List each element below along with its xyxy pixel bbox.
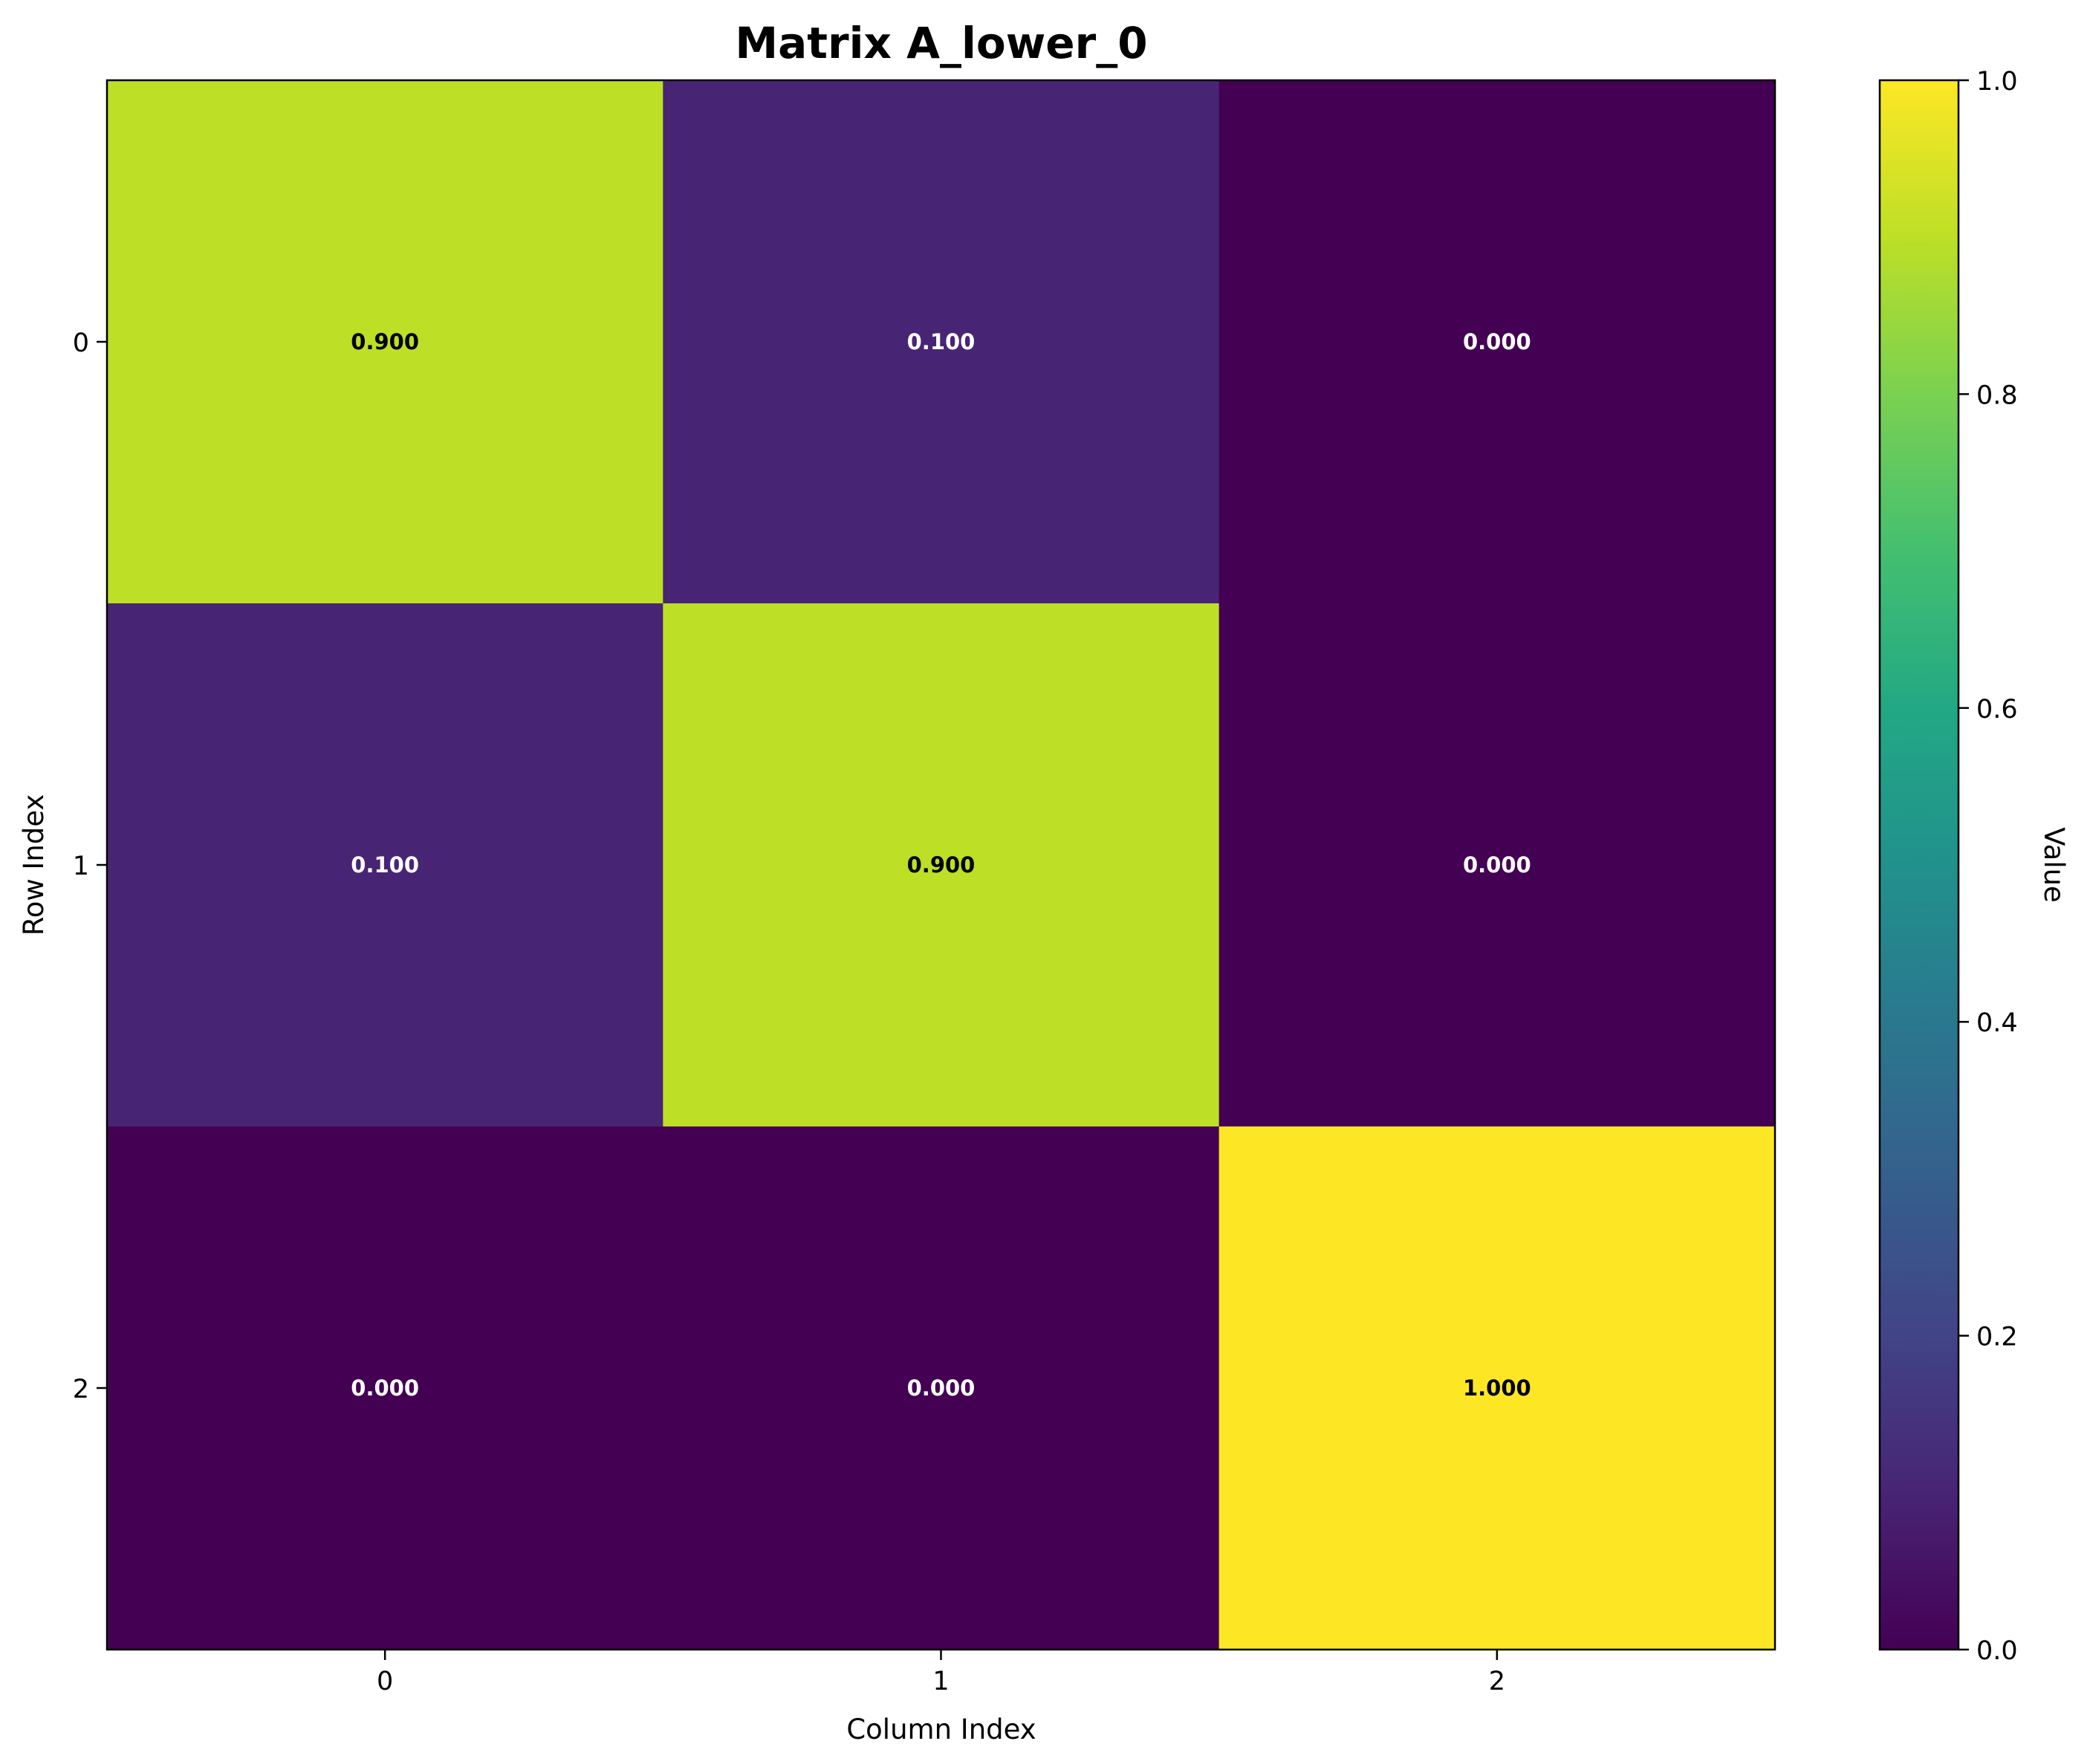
chart-title: Matrix A_lower_0 <box>735 18 1147 68</box>
colorbar-tick-label-0: 0.0 <box>1976 1636 2018 1666</box>
heatmap-cells <box>107 80 1776 1650</box>
cell-value-label-r2-c0: 0.000 <box>351 1375 419 1401</box>
heatmap-cell-r2-c0 <box>107 1126 663 1650</box>
x-tick-label-1: 1 <box>932 1667 949 1696</box>
colorbar <box>1878 79 1960 1651</box>
y-axis-label: Row Index <box>18 794 50 936</box>
colorbar-ticks: 0.0 0.2 0.4 0.6 0.8 1.0 <box>1958 67 2018 1666</box>
colorbar-label: Value <box>2038 827 2070 903</box>
cell-value-label-r0-c1: 0.100 <box>907 329 976 354</box>
cell-value-label-r2-c2: 1.000 <box>1463 1375 1531 1401</box>
x-tick-label-2: 2 <box>1489 1667 1505 1696</box>
x-axis-ticks: 0 1 2 <box>377 1650 1505 1696</box>
x-tick-label-0: 0 <box>377 1667 393 1696</box>
colorbar-tick-label-2: 0.4 <box>1976 1008 2018 1038</box>
cell-value-label-r1-c0: 0.100 <box>351 852 419 878</box>
heatmap-cell-r0-c1 <box>663 80 1220 604</box>
y-tick-label-0: 0 <box>73 328 89 358</box>
cell-value-label-r0-c2: 0.000 <box>1463 329 1531 354</box>
heatmap-cell-r1-c0 <box>107 603 663 1127</box>
heatmap-cell-r2-c2 <box>1218 1126 1776 1650</box>
cell-value-label-r2-c1: 0.000 <box>907 1375 976 1401</box>
cell-value-label-r1-c1: 0.900 <box>907 852 976 878</box>
heatmap-cell-r0-c2 <box>1218 80 1776 604</box>
heatmap-cell-labels: 0.900 0.100 0.000 0.100 0.900 0.000 0.000 0.000… <box>351 329 1531 1401</box>
heatmap-cell-r1-c2 <box>1218 603 1776 1127</box>
colorbar-tick-label-3: 0.6 <box>1976 695 2018 724</box>
heatmap-cell-r2-c1 <box>663 1126 1220 1650</box>
colorbar-tick-label-5: 1.0 <box>1976 67 2018 97</box>
y-tick-label-1: 1 <box>73 852 89 881</box>
colorbar-tick-label-1: 0.2 <box>1976 1323 2018 1352</box>
y-tick-label-2: 2 <box>73 1375 89 1404</box>
x-axis-label: Column Index <box>846 1713 1036 1745</box>
colorbar-tick-label-4: 0.8 <box>1976 380 2018 410</box>
cell-value-label-r0-c0: 0.900 <box>351 329 419 354</box>
heatmap-cell-r1-c1 <box>663 603 1220 1127</box>
heatmap-cell-r0-c0 <box>107 80 663 604</box>
cell-value-label-r1-c2: 0.000 <box>1463 852 1531 878</box>
y-axis-ticks: 0 1 2 <box>73 328 107 1404</box>
